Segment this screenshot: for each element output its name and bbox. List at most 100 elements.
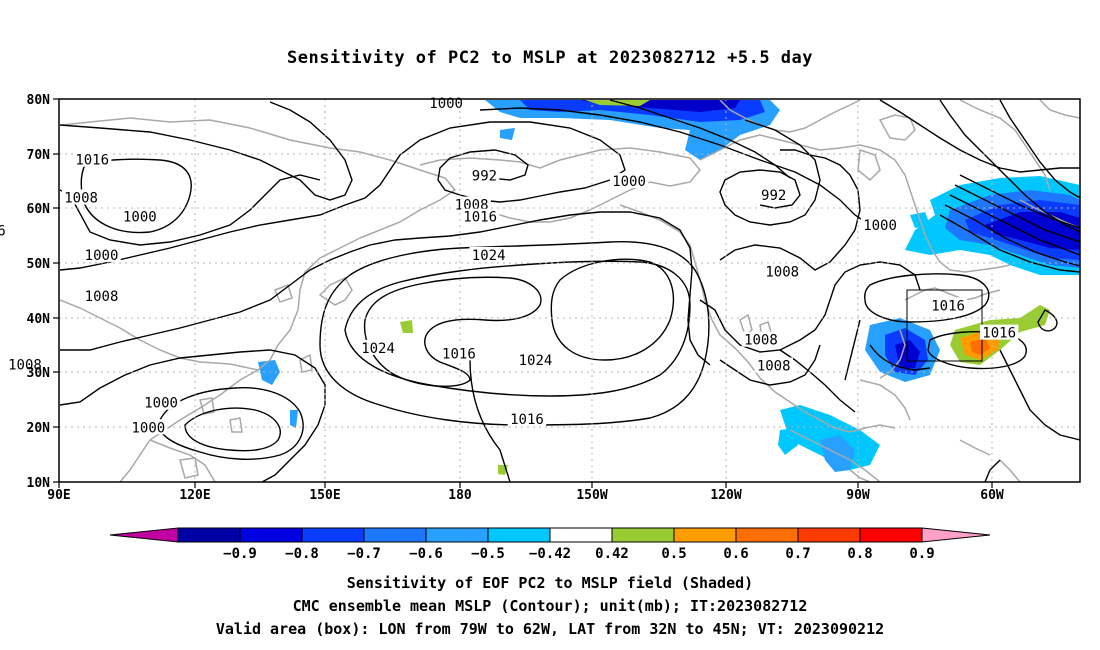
lat-label-60n: 60N: [27, 202, 51, 217]
contour-label: 1016: [463, 210, 497, 226]
contour-label: 1008: [744, 333, 778, 349]
contour-label: 1000: [85, 248, 119, 264]
lat-label-70n: 70N: [27, 148, 51, 163]
colorbar-tick-label: 0.5: [661, 546, 686, 562]
lat-label-30n: 30N: [27, 366, 51, 381]
colorbar-tick-label: −0.6: [409, 546, 443, 562]
colorbar-swatch: [363, 527, 427, 543]
contour-label-bg: [61, 189, 101, 205]
sensitivity-shading: [258, 100, 1080, 475]
colorbar-swatch: [549, 527, 613, 543]
lon-label-180: 180: [448, 488, 472, 503]
contour-label: 1016: [0, 223, 6, 239]
contour-label-bg: [72, 151, 112, 167]
contour-label-bg: [609, 173, 649, 189]
contour-label-bg: [460, 208, 500, 224]
colorbar-swatch: [425, 527, 489, 543]
figure-title: Sensitivity of PC2 to MSLP at 2023082712…: [286, 48, 813, 68]
lat-label-20n: 20N: [27, 421, 51, 436]
contour-label: 1008: [64, 190, 98, 206]
colorbar-min-triangle: [109, 527, 179, 543]
contour-label-bg: [507, 411, 547, 427]
colorbar: −0.9 −0.8 −0.7 −0.6 −0.5 −0.42 0.42 0.5 0.6 0.7 0.…: [109, 527, 991, 562]
colorbar-swatch: [177, 527, 241, 543]
contour-label: 1024: [472, 248, 506, 264]
axis-ticks: [53, 98, 993, 488]
contour-label: 1008: [85, 289, 119, 305]
contour-label-bg: [763, 263, 802, 279]
contour-label-bg: [754, 357, 793, 373]
colorbar-tick-label: 0.6: [723, 546, 748, 562]
contour-label-bg: [469, 246, 508, 262]
lat-label-10n: 10N: [27, 476, 51, 491]
contour-label: 1000: [144, 396, 178, 412]
contour-label-bg: [82, 246, 121, 262]
contour-label: 1000: [612, 174, 646, 190]
contour-label-bg: [141, 394, 181, 410]
caption-shaded: Sensitivity of EOF PC2 to MSLP field (Sh…: [346, 574, 754, 592]
contour-label-bg: [979, 324, 1019, 340]
contour-label: 1016: [982, 326, 1016, 342]
colorbar-max-triangle: [921, 527, 991, 543]
colorbar-swatch: [735, 527, 799, 543]
colorbar-tick-label: −0.5: [471, 546, 505, 562]
colorbar-swatch: [673, 527, 737, 543]
contour-label-bg: [358, 339, 398, 355]
contour-label-bg: [860, 216, 900, 232]
lon-label-120w: 120W: [710, 488, 741, 503]
colorbar-swatch: [301, 527, 365, 543]
lon-label-90w: 90W: [846, 488, 870, 503]
colorbar-tick-label: 0.9: [909, 546, 934, 562]
colorbar-swatch: [859, 527, 923, 543]
contour-label-bg: [120, 208, 160, 224]
contour-label: 1016: [510, 412, 544, 428]
lon-label-150e: 150E: [309, 488, 340, 503]
contour-label: 1000: [131, 420, 165, 436]
lon-label-150w: 150W: [576, 488, 607, 503]
lat-label-40n: 40N: [27, 312, 51, 327]
colorbar-swatch: [611, 527, 675, 543]
contour-label-bg: [469, 167, 500, 183]
contour-label: 1008: [765, 264, 799, 280]
contour-label: 1000: [429, 96, 463, 112]
colorbar-swatch: [239, 527, 303, 543]
contour-label-bg: [516, 351, 555, 367]
contour-label: 1008: [8, 357, 42, 373]
contour-label: 1016: [442, 346, 476, 362]
lat-label-80n: 80N: [27, 93, 51, 108]
lon-label-120e: 120E: [179, 488, 210, 503]
contour-label: 1016: [75, 153, 109, 169]
contour-label: 1008: [757, 358, 791, 374]
colorbar-tick-label: −0.42: [529, 546, 571, 562]
contour-label-bg: [0, 222, 9, 238]
contour-label: 1024: [519, 353, 553, 369]
colorbar-tick-label: −0.8: [285, 546, 319, 562]
caption-valid-area: Valid area (box): LON from 79W to 62W, L…: [215, 620, 885, 638]
caption-contour: CMC ensemble mean MSLP (Contour); unit(m…: [292, 597, 808, 615]
lon-label-60w: 60W: [980, 488, 1004, 503]
lon-label-90e: 90E: [47, 488, 70, 503]
colorbar-tick-label: 0.8: [847, 546, 872, 562]
contour-label: 992: [761, 188, 786, 204]
contour-labels: 1000 1016 992 1000 992 1008 1016 1008 1000 1016 10…: [0, 94, 1019, 436]
colorbar-tick-label: 0.7: [785, 546, 810, 562]
colorbar-tick-label: −0.7: [347, 546, 381, 562]
colorbar-tick-label: 0.42: [595, 546, 629, 562]
coastlines: [59, 99, 1080, 482]
colorbar-swatch: [487, 527, 551, 543]
contour-label: 1000: [123, 210, 157, 226]
contour-label: 1024: [361, 341, 395, 357]
contour-label-bg: [928, 297, 968, 313]
mslp-contours: [59, 99, 1080, 482]
contour-label-bg: [452, 196, 491, 212]
contour-label-bg: [5, 356, 45, 372]
contour-label-bg: [82, 287, 121, 303]
map-frame: [58, 98, 1081, 483]
contour-label-bg: [129, 419, 168, 435]
contour-label: 1016: [931, 298, 965, 314]
colorbar-swatch: [797, 527, 861, 543]
contour-label-bg: [741, 331, 781, 347]
contour-label: 1000: [863, 218, 897, 234]
contour-label-bg: [758, 186, 789, 202]
